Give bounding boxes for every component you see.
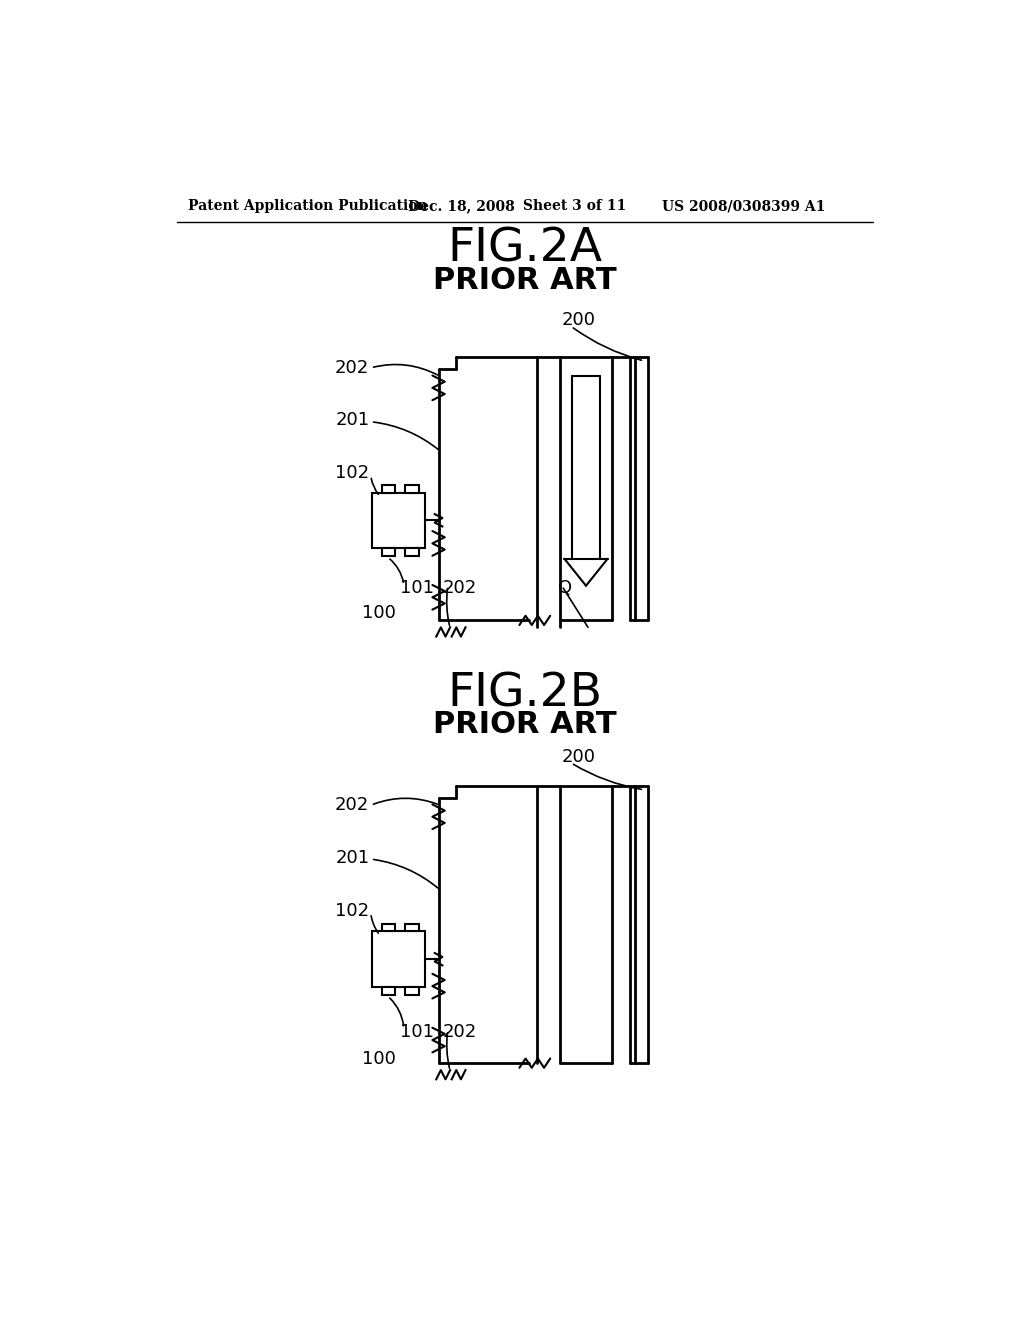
Text: FIG.2B: FIG.2B [447, 671, 602, 715]
Bar [373, 492, 425, 548]
Bar [382, 924, 395, 932]
Bar [373, 932, 425, 987]
Text: FIG.2A: FIG.2A [447, 227, 602, 272]
Text: PRIOR ART: PRIOR ART [433, 265, 616, 294]
Text: 100: 100 [361, 1051, 395, 1068]
Text: 200: 200 [562, 748, 596, 767]
Text: 201: 201 [335, 849, 370, 866]
Bar [382, 987, 395, 995]
Text: 202: 202 [442, 579, 476, 597]
Text: 100: 100 [361, 603, 395, 622]
Text: 101: 101 [400, 579, 434, 597]
Text: 202: 202 [335, 796, 370, 814]
Text: Patent Application Publication: Patent Application Publication [188, 199, 428, 213]
Bar [404, 548, 419, 556]
Text: 102: 102 [335, 463, 370, 482]
Text: Sheet 3 of 11: Sheet 3 of 11 [523, 199, 627, 213]
Text: 201: 201 [335, 412, 370, 429]
Bar [404, 987, 419, 995]
Bar [382, 484, 395, 492]
Text: US 2008/0308399 A1: US 2008/0308399 A1 [662, 199, 825, 213]
Text: 202: 202 [335, 359, 370, 376]
Text: Q: Q [558, 579, 572, 597]
Bar [382, 548, 395, 556]
Text: Dec. 18, 2008: Dec. 18, 2008 [408, 199, 514, 213]
Text: 200: 200 [562, 312, 596, 329]
Text: PRIOR ART: PRIOR ART [433, 710, 616, 739]
Text: 102: 102 [335, 903, 370, 920]
Text: 202: 202 [442, 1023, 476, 1041]
Text: 101: 101 [400, 1023, 434, 1041]
Bar [404, 484, 419, 492]
Bar [404, 924, 419, 932]
